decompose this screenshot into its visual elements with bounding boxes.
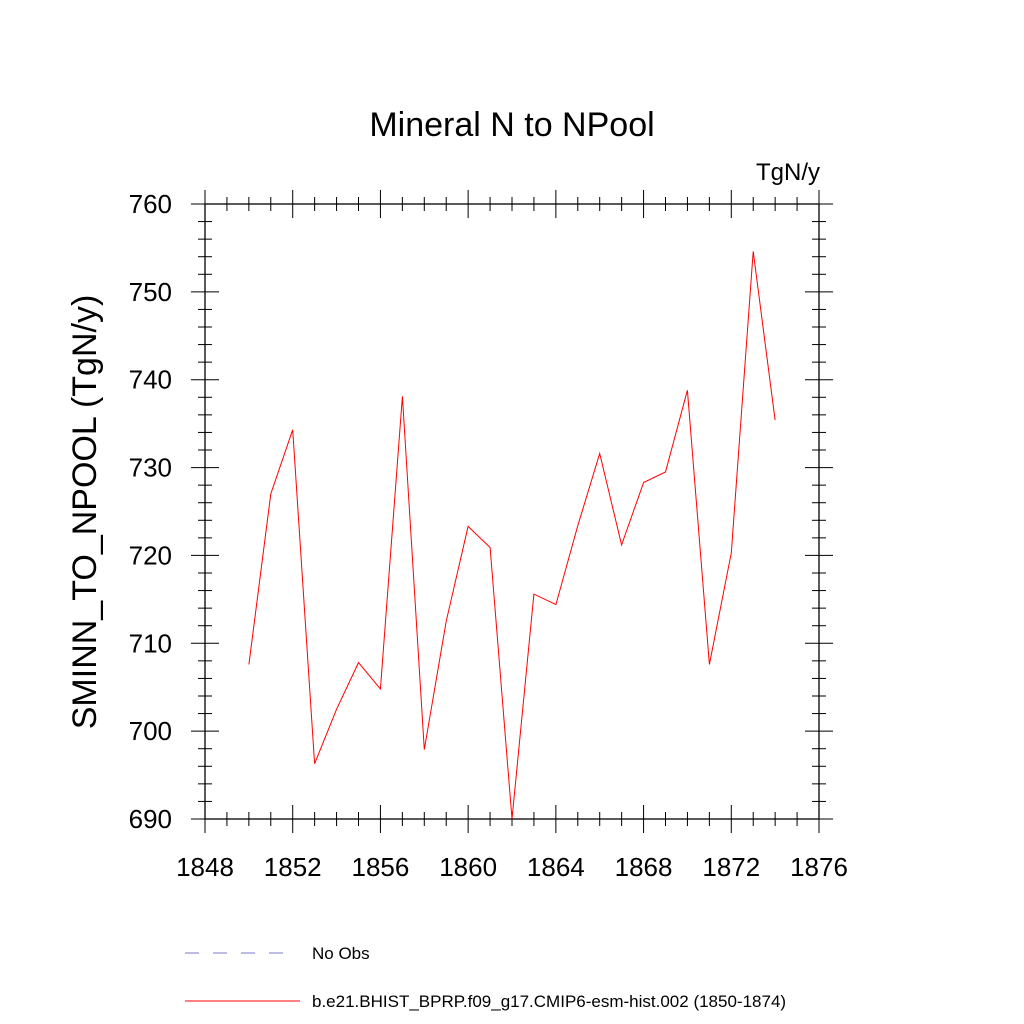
legend: No Obs b.e21.BHIST_BPRP.f09_g17.CMIP6-es… bbox=[185, 944, 786, 1011]
x-tick-label: 1864 bbox=[527, 852, 585, 882]
legend-label-model: b.e21.BHIST_BPRP.f09_g17.CMIP6-esm-hist.… bbox=[312, 992, 786, 1011]
y-tick-label: 750 bbox=[129, 277, 172, 307]
chart-title: Mineral N to NPool bbox=[369, 106, 654, 144]
series-line bbox=[248, 251, 776, 820]
units-label: TgN/y bbox=[756, 159, 820, 186]
plot-frame bbox=[204, 203, 820, 820]
x-tick-label: 1860 bbox=[439, 852, 497, 882]
y-tick-label: 720 bbox=[129, 540, 172, 570]
x-tick-label: 1876 bbox=[790, 852, 848, 882]
legend-label-no-obs: No Obs bbox=[312, 944, 370, 963]
y-tick-label: 710 bbox=[129, 628, 172, 658]
y-tick-label: 690 bbox=[129, 804, 172, 834]
y-tick-label: 760 bbox=[129, 189, 172, 219]
x-tick-label: 1872 bbox=[702, 852, 760, 882]
series-group bbox=[248, 251, 776, 820]
y-tick-label: 700 bbox=[129, 716, 172, 746]
y-axis-label: SMINN_TO_NPOOL (TgN/y) bbox=[66, 295, 104, 730]
y-tick-label: 740 bbox=[129, 365, 172, 395]
y-tick-label: 730 bbox=[129, 453, 172, 483]
x-tick-label: 1848 bbox=[176, 852, 234, 882]
x-tick-label: 1852 bbox=[264, 852, 322, 882]
x-tick-label: 1868 bbox=[615, 852, 673, 882]
x-tick-label: 1856 bbox=[352, 852, 410, 882]
y-tick-labels: 690 700 710 720 730 740 750 760 bbox=[129, 189, 172, 834]
axes bbox=[191, 190, 833, 833]
x-tick-labels: 1848 1852 1856 1860 1864 1868 1872 1876 bbox=[176, 852, 848, 882]
